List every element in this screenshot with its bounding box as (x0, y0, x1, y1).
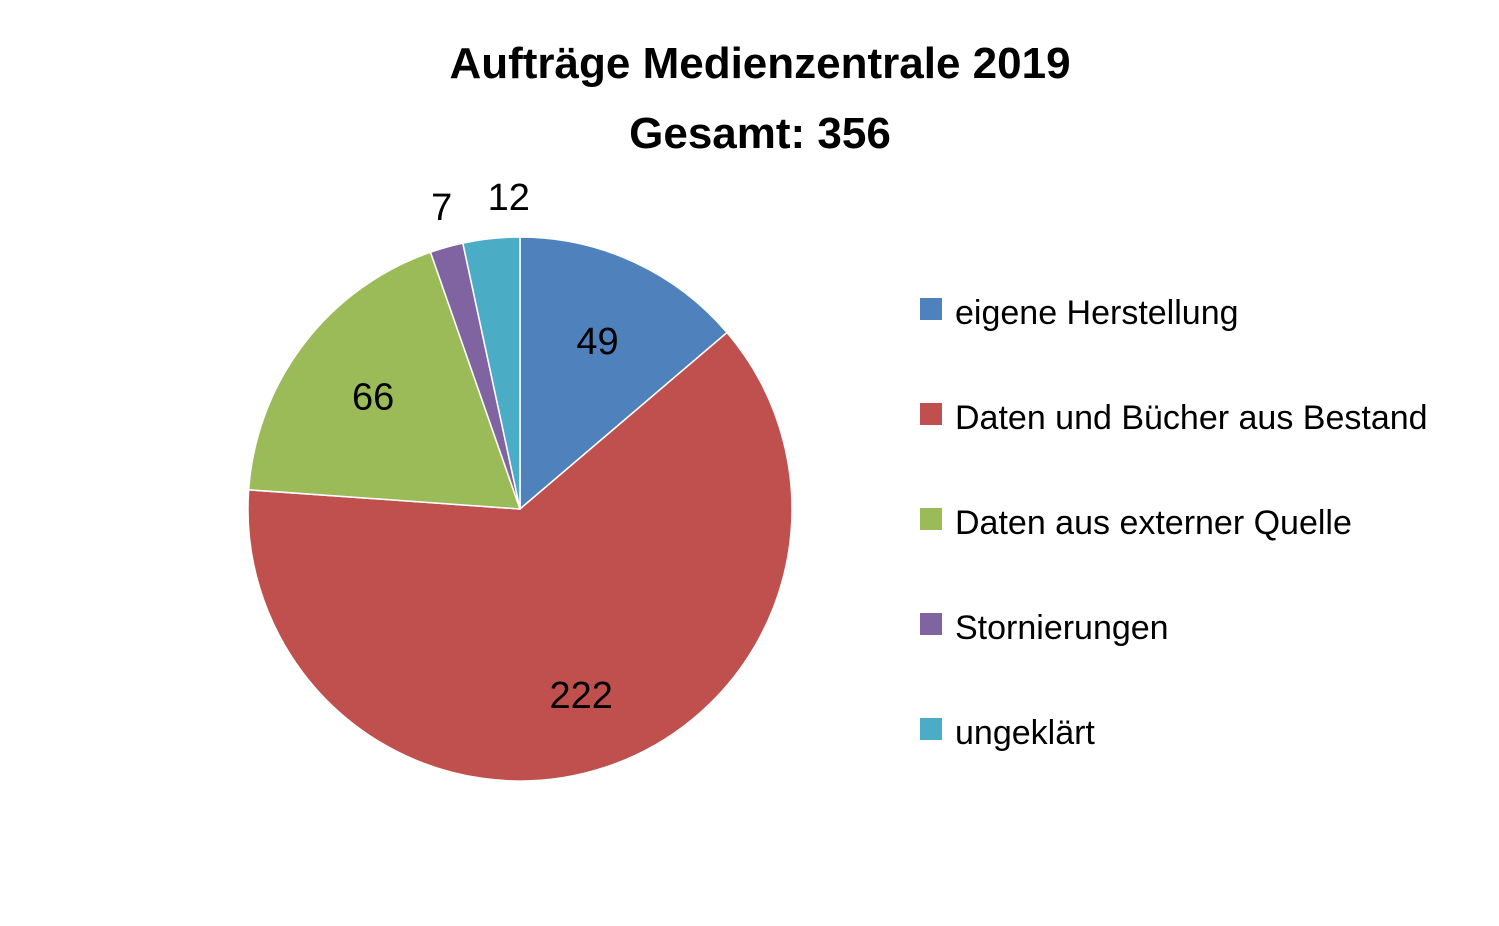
pie-slice-daten-und-buecher-aus-bestand (247, 331, 793, 782)
legend-label-eigene-herstellung: eigene Herstellung (955, 294, 1239, 332)
data-label-eigene-herstellung: 49 (576, 321, 618, 363)
chart-subtitle: Gesamt: 356 (629, 109, 891, 158)
chart-title: Aufträge Medienzentrale 2019 (449, 39, 1070, 88)
legend-label-daten-und-buecher-aus-bestand: Daten und Bücher aus Bestand (955, 399, 1428, 437)
data-label-daten-aus-externer-quelle: 66 (352, 377, 394, 419)
pie-slices (247, 236, 793, 782)
legend: eigene Herstellung Daten und Bücher aus B… (920, 294, 1428, 752)
legend-label-daten-aus-externer-quelle: Daten aus externer Quelle (955, 504, 1352, 542)
legend-swatch-stornierungen (920, 613, 942, 635)
legend-label-stornierungen: Stornierungen (955, 609, 1169, 647)
data-label-daten-und-buecher-aus-bestand: 222 (549, 675, 612, 717)
pie-slice-ungeklaert (461, 236, 521, 510)
legend-swatch-eigene-herstellung (920, 298, 942, 320)
legend-swatch-ungeklaert (920, 718, 942, 740)
pie-data-labels: 49 222 66 7 12 (352, 177, 619, 717)
data-label-stornierungen: 7 (431, 187, 452, 229)
pie-slice-eigene-herstellung (519, 236, 729, 511)
data-label-ungeklaert: 12 (488, 177, 530, 219)
legend-label-ungeklaert: ungeklärt (955, 714, 1095, 752)
legend-swatch-daten-und-buecher-aus-bestand (920, 403, 942, 425)
legend-swatch-daten-aus-externer-quelle (920, 508, 942, 530)
